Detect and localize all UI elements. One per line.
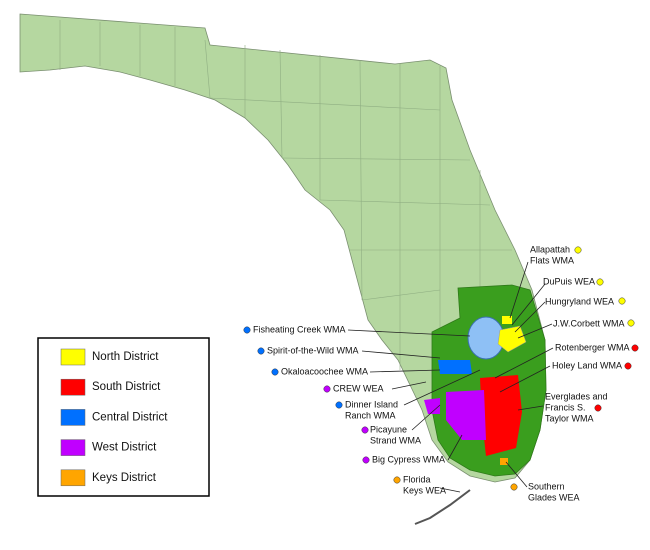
- area-label: Southern: [528, 481, 565, 491]
- area-dot: [627, 319, 635, 327]
- area-dot: [574, 246, 582, 254]
- lake-okeechobee: [467, 316, 505, 360]
- area-label: Allapattah: [530, 244, 570, 254]
- legend-label: North District: [92, 351, 159, 363]
- legend-swatch: [60, 348, 86, 366]
- north-area: [497, 325, 527, 353]
- north-area: [502, 316, 512, 324]
- area-label: Picayune: [370, 424, 407, 434]
- area-label: Dinner Island: [345, 399, 398, 409]
- area-label: J.W.Corbett WMA: [553, 318, 625, 328]
- central-area: [438, 360, 472, 374]
- leader-lines: [347, 261, 554, 493]
- legend-label: Keys District: [92, 472, 157, 484]
- legend-swatch: [60, 409, 86, 426]
- area-label: Flats WMA: [530, 255, 574, 265]
- area-dot: [323, 385, 331, 393]
- area-label: Taylor WMA: [545, 413, 594, 423]
- area-label: Keys WEA: [403, 485, 446, 495]
- area-dot: [335, 401, 343, 409]
- area-dot: [631, 344, 639, 352]
- county-lines: [59, 20, 512, 370]
- area-label: Big Cypress WMA: [372, 454, 445, 464]
- area-label: Everglades and: [545, 391, 608, 401]
- legend-swatch: [60, 378, 86, 396]
- area-label: Rotenberger WMA: [555, 342, 630, 352]
- area-label: Ranch WMA: [345, 410, 396, 420]
- area-dot: [594, 404, 602, 412]
- legend-swatch: [60, 469, 86, 487]
- area-dot: [393, 476, 401, 484]
- west-area: [424, 398, 440, 414]
- legend-label: South District: [92, 381, 161, 393]
- area-label: Glades WEA: [528, 492, 580, 502]
- area-label: Florida: [403, 474, 431, 484]
- keys-area: [500, 458, 508, 465]
- area-dot: [596, 278, 604, 286]
- legend-label: West District: [92, 442, 157, 454]
- area-label: DuPuis WEA: [543, 276, 595, 286]
- florida-keys: [414, 489, 471, 525]
- florida-state: [19, 13, 547, 483]
- area-label: Spirit-of-the-Wild WMA: [267, 345, 359, 355]
- legend-swatch: [60, 439, 86, 456]
- area-label: CREW WEA: [333, 383, 384, 393]
- area-dot: [624, 362, 632, 370]
- area-label: Strand WMA: [370, 435, 421, 445]
- legend-label: Central District: [92, 411, 168, 423]
- area-dot: [257, 347, 265, 355]
- west-area: [446, 390, 486, 440]
- area-dot: [271, 368, 279, 376]
- area-label: Francis S.: [545, 402, 586, 412]
- area-dot: [510, 483, 518, 491]
- area-label: Holey Land WMA: [552, 360, 622, 370]
- area-dot: [243, 326, 251, 334]
- area-dot: [361, 426, 369, 434]
- area-dot: [362, 456, 370, 464]
- area-dot: [618, 297, 626, 305]
- area-label: Okaloacoochee WMA: [281, 366, 368, 376]
- south-area: [480, 375, 522, 456]
- area-label: Fisheating Creek WMA: [253, 324, 346, 334]
- area-label: Hungryland WEA: [545, 296, 614, 306]
